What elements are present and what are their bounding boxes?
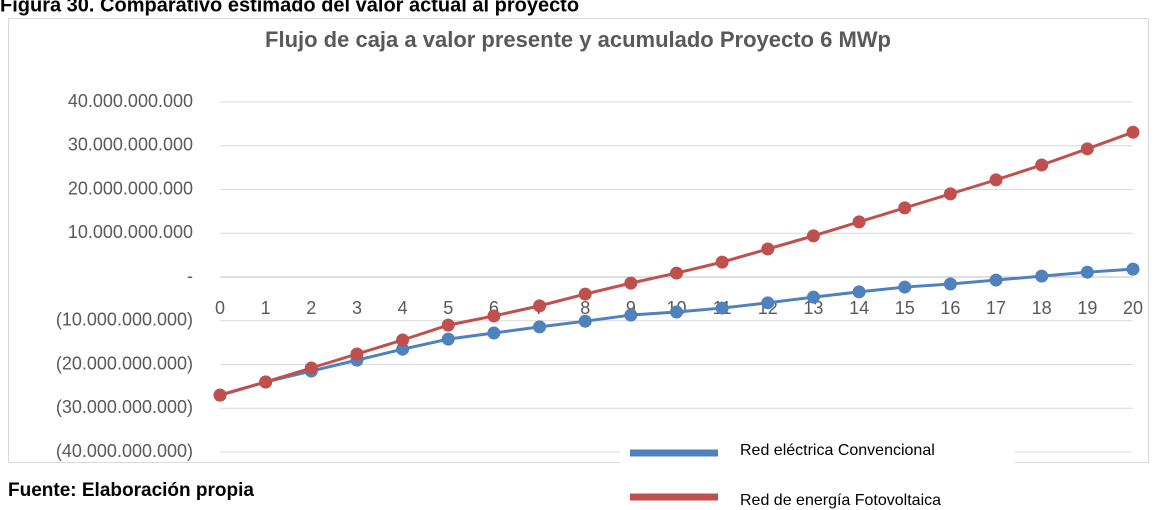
x-tick-label: 13	[803, 298, 823, 318]
data-point	[1080, 142, 1094, 156]
data-point	[304, 361, 318, 375]
x-tick-label: 9	[626, 298, 636, 318]
x-tick-label: 19	[1077, 298, 1097, 318]
source-note: Fuente: Elaboración propia	[8, 480, 254, 501]
data-point	[715, 255, 729, 269]
data-point	[441, 332, 455, 346]
data-point	[761, 296, 775, 310]
data-point	[487, 309, 501, 323]
data-point	[989, 273, 1003, 287]
x-tick-label: 8	[580, 298, 590, 318]
x-tick-label: 6	[489, 298, 499, 318]
chart-title: Flujo de caja a valor presente y acumula…	[265, 27, 891, 52]
x-tick-label: 5	[443, 298, 453, 318]
data-point	[898, 201, 912, 215]
data-point	[852, 285, 866, 299]
data-point	[943, 187, 957, 201]
data-point	[943, 277, 957, 291]
x-tick-label: 2	[306, 298, 316, 318]
data-point	[624, 308, 638, 322]
x-tick-label: 14	[849, 298, 869, 318]
x-tick-label: 20	[1123, 298, 1143, 318]
data-point	[487, 326, 501, 340]
y-tick-label: -	[187, 266, 193, 286]
data-point	[213, 388, 227, 402]
data-point	[1035, 158, 1049, 172]
legend-label: Red eléctrica Convencional	[740, 442, 935, 459]
x-tick-label: 18	[1032, 298, 1052, 318]
data-point	[533, 320, 547, 334]
data-point	[806, 290, 820, 304]
data-point	[1126, 262, 1140, 276]
x-tick-label: 4	[398, 298, 408, 318]
data-point	[1080, 265, 1094, 279]
data-point	[533, 299, 547, 313]
data-point	[852, 215, 866, 229]
data-point	[806, 229, 820, 243]
data-point	[441, 318, 455, 332]
x-tick-label: 1	[261, 298, 271, 318]
x-tick-label: 15	[895, 298, 915, 318]
data-point	[396, 333, 410, 347]
data-point	[350, 347, 364, 361]
y-tick-label: (10.000.000.000)	[56, 310, 193, 330]
x-tick-label: 16	[940, 298, 960, 318]
data-point	[1035, 269, 1049, 283]
data-point	[715, 301, 729, 315]
legend-label: Red de energía Fotovoltaica	[740, 492, 941, 509]
y-tick-label: (30.000.000.000)	[56, 397, 193, 417]
data-point	[670, 266, 683, 280]
data-point	[396, 342, 410, 356]
data-point	[259, 375, 273, 389]
x-tick-label: 3	[352, 298, 362, 318]
data-point	[898, 280, 912, 294]
y-tick-label: 40.000.000.000	[68, 91, 193, 111]
y-tick-label: 10.000.000.000	[68, 222, 193, 242]
y-tick-label: (40.000.000.000)	[56, 441, 193, 461]
y-tick-label: 30.000.000.000	[68, 135, 193, 155]
figure-heading: Figura 30. Comparativo estimado del valo…	[0, 0, 579, 16]
y-tick-label: (20.000.000.000)	[56, 353, 193, 373]
x-tick-label: 17	[986, 298, 1006, 318]
data-point	[1126, 125, 1140, 139]
x-tick-label: 0	[215, 298, 225, 318]
data-point	[578, 287, 592, 301]
chart-frame	[8, 18, 1149, 463]
data-point	[761, 242, 775, 256]
data-point	[624, 276, 638, 290]
data-point	[989, 173, 1003, 187]
data-point	[578, 314, 592, 328]
data-point	[670, 305, 683, 319]
y-tick-label: 20.000.000.000	[68, 178, 193, 198]
